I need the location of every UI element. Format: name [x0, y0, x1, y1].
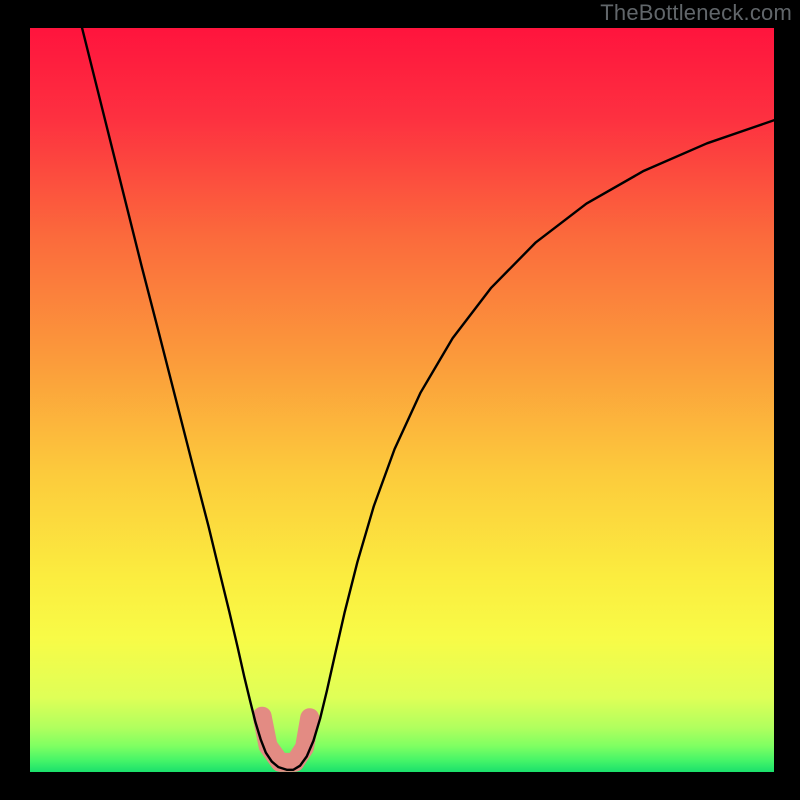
bottleneck-chart: [30, 28, 774, 772]
gradient-background: [30, 28, 774, 772]
watermark-text: TheBottleneck.com: [600, 0, 792, 26]
figure-frame: TheBottleneck.com: [0, 0, 800, 800]
